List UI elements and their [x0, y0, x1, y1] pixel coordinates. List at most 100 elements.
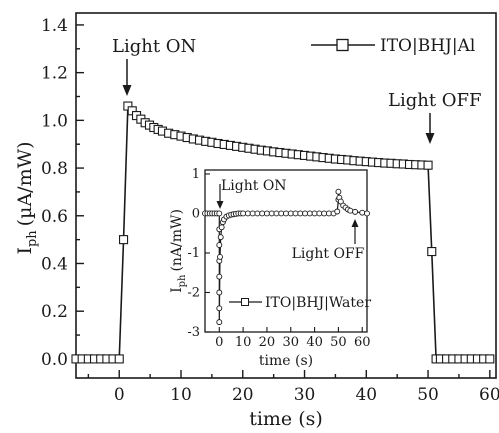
main-x-tick-label: 20 [232, 385, 254, 405]
inset-data-point [311, 210, 318, 217]
inset-x-tick-label: 40 [306, 335, 323, 350]
inset-data-point [321, 210, 328, 217]
inset-y-axis-unit: (nA/mW) [169, 209, 185, 271]
inset-data-point [263, 210, 270, 217]
main-legend: ITO|BHJ|Al [311, 36, 475, 56]
inset-legend: ITO|BHJ|Water [229, 295, 371, 311]
main-x-tick-label: 0 [114, 385, 125, 405]
main-x-ticks: 0 10 20 30 40 50 60 [87, 370, 499, 405]
main-annotations: Light ON Light OFF [112, 36, 482, 144]
main-y-tick-label: 1.0 [41, 111, 68, 131]
inset-y-tick-label: 0 [192, 206, 200, 221]
main-x-axis-label: time (s) [249, 408, 323, 430]
main-x-tick-label: 60 [479, 385, 499, 405]
inset-data-point [364, 210, 370, 217]
inset-light-off-arrow [351, 219, 359, 244]
inset-data-point [216, 319, 223, 326]
main-x-tick-label: 50 [417, 385, 439, 405]
inset-data-point [335, 188, 342, 195]
inset-data-point [216, 210, 223, 217]
main-y-tick-label: 0.2 [41, 302, 68, 322]
inset-data-point [217, 253, 223, 260]
main-x-tick-label: 10 [170, 385, 192, 405]
main-y-tick-label: 0.6 [41, 207, 68, 227]
inset-data-point [302, 210, 309, 217]
inset-data-point [352, 208, 359, 215]
inset-data-point [334, 208, 341, 215]
main-y-axis-symbol: I [14, 247, 36, 255]
inset-data-point [216, 305, 223, 312]
inset-y-axis-subscript: ph [177, 274, 188, 287]
main-plot: 0 10 20 30 40 50 60 0.00.20.40.60.81.01.21.4 t… [14, 12, 499, 430]
inset-plot-frame [204, 169, 368, 333]
main-data-point [423, 160, 433, 170]
main-y-tick-label: 1.4 [41, 16, 68, 36]
main-plot-frame [75, 12, 497, 379]
inset-x-tick-label: 10 [235, 335, 252, 350]
inset-data-point [325, 210, 332, 217]
inset-data-point [273, 210, 280, 217]
inset-x-tick-label: 20 [259, 335, 276, 350]
inset-x-tick-label: 30 [282, 335, 299, 350]
inset-series [202, 188, 370, 326]
inset-plot: 0 10 20 30 40 50 60 10-1-2-3 time (s) Iph(nA/m… [169, 167, 371, 369]
inset-data-point [297, 210, 304, 217]
inset-legend-marker [241, 298, 249, 306]
inset-data-point [216, 242, 223, 249]
inset-y-tick-label: 1 [192, 167, 200, 182]
inset-legend-label: ITO|BHJ|Water [265, 295, 371, 311]
inset-light-on-annotation: Light ON [221, 178, 287, 194]
inset-data-point [259, 210, 266, 217]
inset-data-point [216, 289, 223, 296]
main-y-tick-label: 0.8 [41, 159, 68, 179]
main-y-ticks: 0.0 0.2 0.4 0.6 0.8 1.0 1.2 1.4 [41, 16, 84, 370]
main-y-tick-label: 1.2 [41, 64, 68, 84]
inset-data-point [254, 210, 261, 217]
inset-x-tick-label: 60 [354, 335, 371, 350]
inset-data-point [240, 210, 247, 217]
inset-y-ticks: 1 0 -1 -2 -3 [187, 167, 210, 340]
inset-data-point [359, 209, 366, 216]
light-on-annotation: Light ON [112, 36, 196, 57]
inset-data-point [216, 273, 223, 280]
inset-data-point [218, 224, 225, 231]
inset-y-tick-label: -2 [187, 285, 200, 300]
main-x-tick-label: 40 [355, 385, 377, 405]
inset-data-point [287, 210, 294, 217]
inset-data-point [217, 234, 224, 241]
main-data-point [119, 235, 129, 245]
inset-data-point [283, 210, 289, 217]
main-data-point [427, 247, 437, 257]
main-x-tick-label: 30 [294, 385, 316, 405]
main-data-point [114, 354, 124, 364]
main-series [71, 101, 495, 364]
main-y-tick-label: 0.4 [41, 254, 68, 274]
main-y-tick-label: 0.0 [41, 350, 68, 370]
main-legend-label: ITO|BHJ|Al [380, 36, 475, 56]
inset-y-tick-label: -1 [187, 246, 200, 261]
inset-data-point [268, 210, 275, 217]
inset-data-point [316, 210, 323, 217]
light-off-annotation: Light OFF [388, 90, 482, 111]
inset-data-point [292, 210, 299, 217]
inset-x-tick-label: 0 [215, 335, 223, 350]
inset-x-ticks: 0 10 20 30 40 50 60 [215, 327, 371, 350]
inset-light-off-annotation: Light OFF [292, 246, 365, 262]
inset-data-point [347, 207, 354, 214]
inset-data-point [306, 210, 313, 217]
main-legend-marker [336, 38, 349, 52]
inset-x-axis-label: time (s) [259, 353, 313, 369]
inset-data-point [244, 210, 251, 217]
inset-y-axis-symbol: I [169, 287, 185, 293]
inset-data-point [249, 210, 256, 217]
light-on-arrow [122, 59, 132, 96]
main-y-axis-unit: (µA/mW) [14, 141, 36, 226]
main-y-axis-subscript: ph [25, 230, 40, 247]
inset-annotations: Light ON Light OFF [216, 178, 365, 262]
light-off-arrow [425, 113, 435, 144]
main-data-point [485, 354, 495, 364]
inset-light-on-arrow [216, 184, 224, 209]
inset-y-axis-label: Iph (nA/mW) [169, 209, 188, 293]
inset-data-point [278, 210, 285, 217]
